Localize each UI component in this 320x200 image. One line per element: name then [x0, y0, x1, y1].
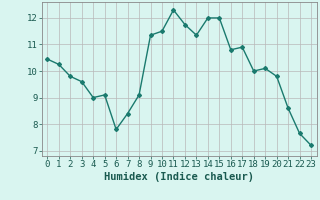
X-axis label: Humidex (Indice chaleur): Humidex (Indice chaleur) — [104, 172, 254, 182]
